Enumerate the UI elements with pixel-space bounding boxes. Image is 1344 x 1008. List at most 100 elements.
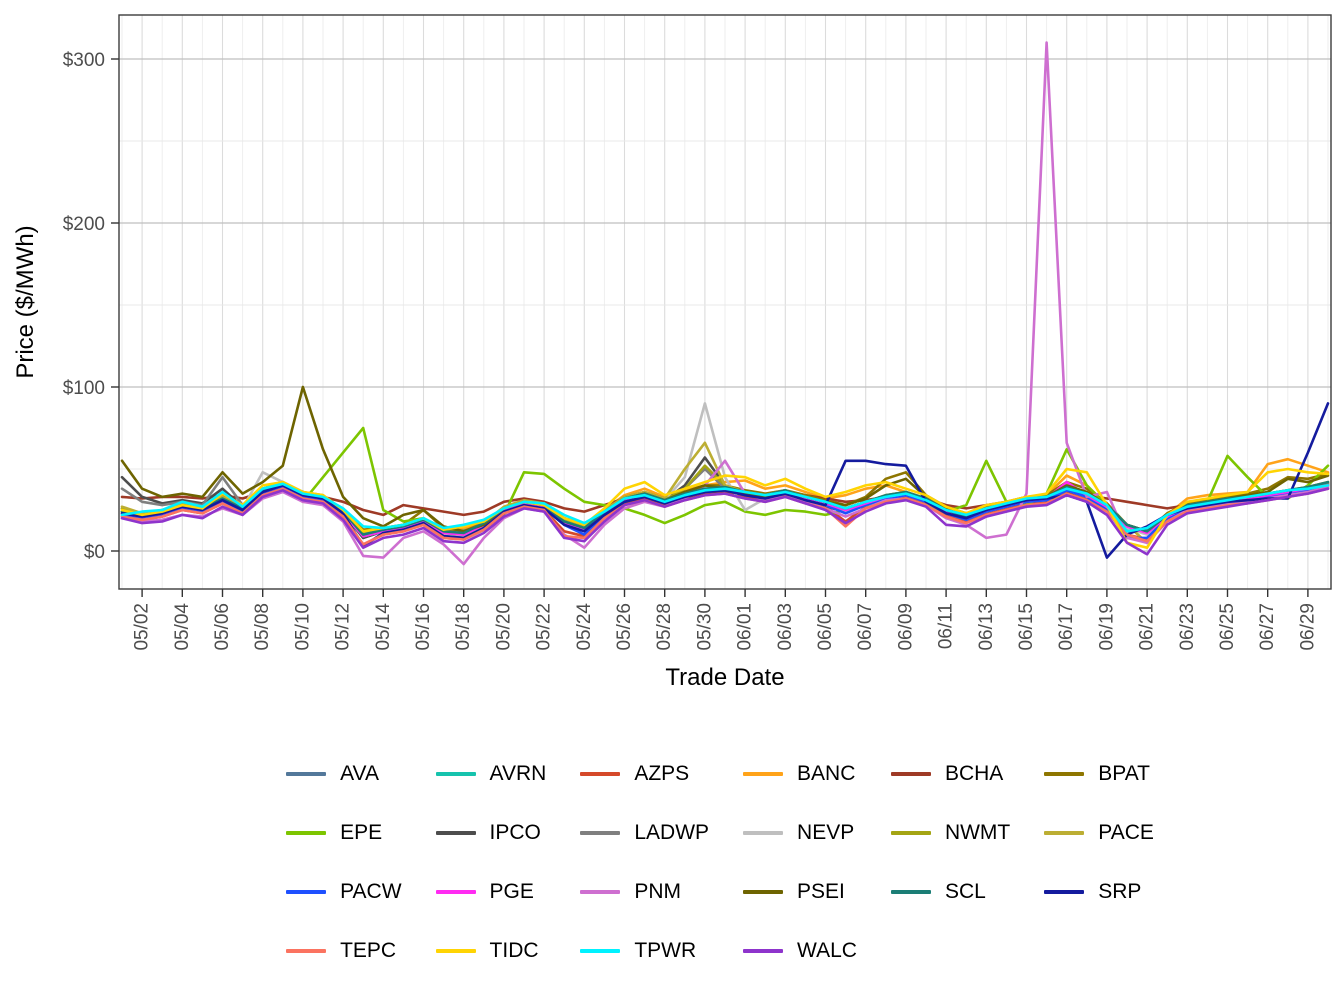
legend-label: TPWR (634, 939, 697, 962)
legend-key-icon (890, 772, 931, 776)
legend-entry-TPWR: TPWR (580, 938, 709, 964)
x-tick-label: 06/11 (936, 603, 957, 649)
x-tick-label: 06/15 (1016, 603, 1037, 651)
y-tick-label: $300 (63, 50, 105, 71)
legend-entry-TIDC: TIDC (435, 938, 547, 964)
legend-key-icon (743, 949, 784, 953)
x-tick-label: 05/20 (493, 603, 514, 651)
legend-label: AVA (340, 762, 379, 785)
legend-label: BANC (797, 762, 856, 785)
legend-entry-AZPS: AZPS (580, 761, 709, 787)
legend-label: PSEI (797, 880, 845, 903)
legend-label: AZPS (634, 762, 690, 785)
x-tick-label: 05/28 (654, 603, 675, 651)
legend-entry-PACE: PACE (1044, 820, 1154, 846)
legend-key-icon (890, 890, 931, 894)
x-tick-label: 06/27 (1257, 603, 1278, 651)
x-tick-label: 05/06 (212, 603, 233, 651)
legend-label: TEPC (340, 939, 397, 962)
chart-legend: AVA AVRN AZPS BANC BCHA BPAT EPE IPCO LADWP NEVP N… (286, 761, 1154, 964)
y-tick-label: $100 (63, 378, 105, 399)
x-tick-label: 06/17 (1056, 603, 1077, 651)
legend-key-icon (743, 831, 784, 835)
legend-label: IPCO (489, 821, 541, 844)
x-tick-label: 06/29 (1297, 603, 1318, 651)
legend-key-icon (743, 772, 784, 776)
x-tick-label: 06/23 (1177, 603, 1198, 651)
legend-key-icon (1044, 831, 1085, 835)
series-line-WALC (120, 487, 1330, 556)
series-lines (120, 41, 1330, 566)
x-tick-label: 05/12 (333, 603, 354, 651)
legend-key-icon (286, 949, 327, 953)
x-tick-label: 05/24 (574, 603, 595, 651)
legend-entry-EPE: EPE (286, 820, 401, 846)
legend-label: NWMT (944, 821, 1011, 844)
legend-label: NEVP (797, 821, 855, 844)
legend-key-icon (890, 831, 931, 835)
legend-label: TIDC (489, 939, 539, 962)
legend-entry-NWMT: NWMT (890, 820, 1011, 846)
legend-entry-NEVP: NEVP (743, 820, 857, 846)
x-tick-label: 06/03 (775, 603, 796, 651)
legend-label: SRP (1098, 880, 1142, 903)
legend-entry-BCHA: BCHA (890, 761, 1010, 787)
legend-entry-PSEI: PSEI (743, 879, 857, 905)
x-tick-label: 06/07 (855, 603, 876, 651)
legend-label: PACW (340, 880, 402, 903)
legend-entry-BANC: BANC (743, 761, 857, 787)
legend-label: PNM (634, 880, 682, 903)
x-tick-label: 05/10 (292, 603, 313, 651)
legend-label: SCL (944, 880, 986, 903)
legend-label: EPE (340, 821, 383, 844)
x-tick-label: 06/09 (895, 603, 916, 651)
x-tick-label: 06/19 (1096, 603, 1117, 651)
x-tick-label: 06/25 (1217, 603, 1238, 651)
legend-key-icon (580, 772, 621, 776)
legend-label: LADWP (634, 821, 710, 844)
series-line-PNM (120, 41, 1330, 566)
series-line-TPWR (120, 482, 1330, 533)
legend-key-icon (743, 890, 784, 894)
legend-entry-AVRN: AVRN (435, 761, 547, 787)
x-tick-label: 05/02 (132, 603, 153, 651)
legend-entry-LADWP: LADWP (580, 820, 709, 846)
legend-key-icon (580, 890, 621, 894)
legend-entry-PACW: PACW (286, 879, 402, 905)
legend-label: BPAT (1098, 762, 1150, 785)
legend-entry-TEPC: TEPC (286, 938, 401, 964)
legend-key-icon (286, 890, 327, 894)
legend-entry-IPCO: IPCO (435, 820, 547, 846)
legend-key-icon (435, 772, 476, 776)
x-tick-label: 06/01 (735, 603, 756, 651)
x-tick-label: 05/22 (534, 603, 555, 651)
x-tick-label: 05/26 (614, 603, 635, 651)
x-axis-title: Trade Date (665, 664, 784, 691)
legend-key-icon (286, 772, 327, 776)
legend-key-icon (435, 890, 476, 894)
legend-label: PGE (489, 880, 534, 903)
x-tick-label: 05/08 (252, 603, 273, 651)
legend-entry-AVA: AVA (286, 761, 401, 787)
legend-entry-SRP: SRP (1044, 879, 1154, 905)
y-axis-title: Price ($/MWh) (12, 225, 39, 378)
axes: $0 $100 $200 $300 05/02 05/04 05/06 05/08 05/10 0… (63, 14, 1332, 651)
legend-entry-SCL: SCL (890, 879, 1010, 905)
x-tick-label: 05/18 (453, 603, 474, 651)
legend-entry-BPAT: BPAT (1044, 761, 1154, 787)
x-tick-label: 05/14 (373, 603, 394, 651)
legend-entry-PNM: PNM (580, 879, 709, 905)
price-line-chart: $0 $100 $200 $300 05/02 05/04 05/06 05/08 05/10 0… (12, 14, 1332, 691)
x-tick-label: 06/05 (815, 603, 836, 651)
legend-entry-WALC: WALC (743, 938, 857, 964)
x-tick-label: 06/21 (1137, 603, 1158, 651)
legend-key-icon (1044, 772, 1085, 776)
x-tick-label: 05/16 (413, 603, 434, 651)
legend-label: WALC (797, 939, 857, 962)
legend-key-icon (580, 831, 621, 835)
y-tick-label: $0 (84, 542, 105, 563)
legend-key-icon (1044, 890, 1085, 894)
legend-label: AVRN (489, 762, 547, 785)
x-tick-label: 06/13 (976, 603, 997, 651)
